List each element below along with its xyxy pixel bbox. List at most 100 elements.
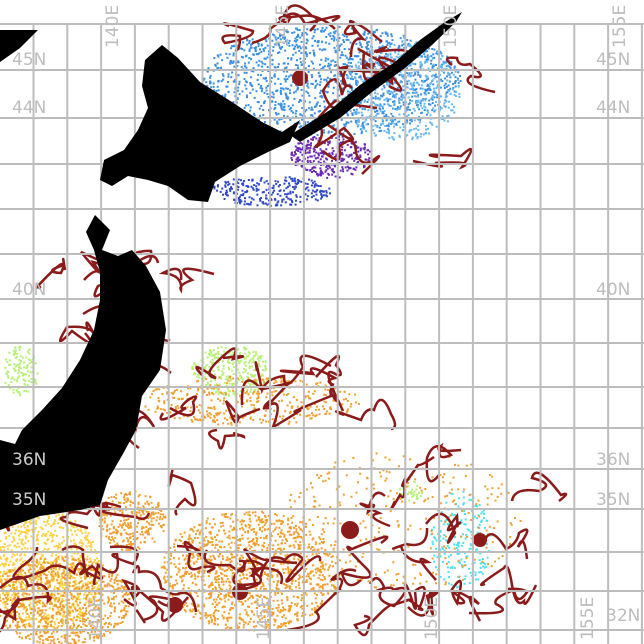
cold-water-pixel bbox=[214, 64, 217, 67]
warm-water-pixel bbox=[8, 363, 11, 366]
warm-water-pixel bbox=[56, 587, 59, 590]
warm-water-pixel bbox=[87, 611, 90, 614]
cold-water-pixel bbox=[241, 194, 244, 197]
warm-water-pixel bbox=[0, 575, 2, 578]
cold-water-pixel bbox=[317, 160, 320, 163]
cold-water-pixel bbox=[295, 158, 298, 161]
warm-water-pixel bbox=[64, 559, 67, 562]
cold-water-pixel bbox=[299, 99, 302, 102]
warm-water-pixel bbox=[22, 524, 25, 527]
warm-water-pixel bbox=[80, 625, 83, 628]
warm-water-pixel bbox=[71, 618, 74, 621]
warm-water-pixel bbox=[350, 402, 353, 405]
cold-water-pixel bbox=[227, 180, 230, 183]
warm-water-pixel bbox=[3, 543, 6, 546]
warm-water-pixel bbox=[73, 640, 76, 643]
warm-water-pixel bbox=[38, 517, 41, 520]
cold-water-pixel bbox=[255, 61, 258, 64]
warm-water-pixel bbox=[13, 532, 16, 535]
warm-water-pixel bbox=[323, 400, 326, 403]
warm-water-pixel bbox=[57, 600, 60, 603]
cold-water-pixel bbox=[341, 166, 344, 169]
cold-water-pixel bbox=[244, 80, 247, 83]
cold-water-pixel bbox=[310, 108, 313, 111]
warm-water-pixel bbox=[84, 531, 87, 534]
warm-water-pixel bbox=[90, 601, 93, 604]
warm-water-pixel bbox=[88, 540, 91, 543]
cold-water-pixel bbox=[310, 184, 313, 187]
warm-water-pixel bbox=[114, 578, 117, 581]
cold-water-pixel bbox=[278, 46, 281, 49]
warm-water-pixel bbox=[18, 615, 21, 618]
cold-water-pixel bbox=[234, 78, 237, 81]
warm-water-pixel bbox=[20, 588, 23, 591]
warm-water-pixel bbox=[83, 553, 86, 556]
warm-water-pixel bbox=[20, 580, 23, 583]
warm-water-pixel bbox=[25, 587, 28, 590]
warm-water-pixel bbox=[24, 373, 27, 376]
cold-water-pixel bbox=[379, 110, 382, 113]
cold-water-pixel bbox=[284, 80, 287, 83]
warm-water-pixel bbox=[73, 616, 76, 619]
warm-water-pixel bbox=[128, 598, 131, 601]
cold-water-pixel bbox=[343, 40, 346, 43]
cold-water-pixel bbox=[274, 36, 277, 39]
cold-water-pixel bbox=[249, 91, 252, 94]
warm-water-pixel bbox=[0, 581, 3, 584]
warm-water-pixel bbox=[62, 576, 65, 579]
cold-water-pixel bbox=[318, 104, 321, 107]
warm-water-pixel bbox=[307, 390, 310, 393]
warm-water-pixel bbox=[122, 609, 125, 612]
warm-water-pixel bbox=[116, 623, 119, 626]
warm-water-pixel bbox=[22, 591, 25, 594]
cold-water-pixel bbox=[434, 73, 437, 76]
cold-water-pixel bbox=[260, 104, 263, 107]
warm-water-pixel bbox=[114, 607, 117, 610]
warm-water-pixel bbox=[84, 528, 87, 531]
cold-water-pixel bbox=[323, 142, 326, 145]
cold-water-pixel bbox=[265, 188, 268, 191]
warm-water-pixel bbox=[82, 623, 85, 626]
warm-water-pixel bbox=[60, 642, 63, 644]
warm-water-pixel bbox=[13, 563, 16, 566]
cold-water-pixel bbox=[273, 118, 276, 121]
cold-water-pixel bbox=[398, 55, 401, 58]
warm-water-pixel bbox=[271, 391, 274, 394]
cold-water-pixel bbox=[411, 95, 414, 98]
cold-water-pixel bbox=[354, 141, 357, 144]
cold-water-pixel bbox=[341, 151, 344, 154]
warm-water-pixel bbox=[261, 360, 264, 363]
warm-water-pixel bbox=[227, 422, 230, 425]
warm-water-pixel bbox=[51, 615, 54, 618]
cold-water-pixel bbox=[313, 190, 316, 193]
warm-water-pixel bbox=[98, 598, 101, 601]
warm-water-pixel bbox=[5, 559, 8, 562]
warm-water-pixel bbox=[14, 624, 17, 627]
warm-water-pixel bbox=[10, 377, 13, 380]
warm-water-pixel bbox=[12, 562, 15, 565]
cold-water-pixel bbox=[328, 187, 331, 190]
warm-water-pixel bbox=[191, 367, 194, 370]
warm-water-pixel bbox=[209, 416, 212, 419]
warm-water-pixel bbox=[20, 568, 23, 571]
cold-water-pixel bbox=[227, 90, 230, 93]
warm-water-pixel bbox=[84, 538, 87, 541]
cold-water-pixel bbox=[411, 88, 414, 91]
warm-water-pixel bbox=[255, 392, 258, 395]
warm-water-pixel bbox=[70, 529, 73, 532]
warm-water-pixel bbox=[69, 593, 72, 596]
cold-water-pixel bbox=[260, 90, 263, 93]
warm-water-pixel bbox=[220, 353, 223, 356]
warm-water-pixel bbox=[34, 601, 37, 604]
cold-water-pixel bbox=[244, 191, 247, 194]
warm-water-pixel bbox=[36, 612, 39, 615]
cold-water-pixel bbox=[393, 101, 396, 104]
cold-water-pixel bbox=[379, 94, 382, 97]
cold-water-pixel bbox=[391, 115, 394, 118]
warm-water-pixel bbox=[65, 583, 68, 586]
cold-water-pixel bbox=[408, 92, 411, 95]
warm-water-pixel bbox=[120, 609, 123, 612]
cold-water-pixel bbox=[432, 83, 435, 86]
cold-water-pixel bbox=[327, 173, 330, 176]
warm-water-pixel bbox=[52, 562, 55, 565]
